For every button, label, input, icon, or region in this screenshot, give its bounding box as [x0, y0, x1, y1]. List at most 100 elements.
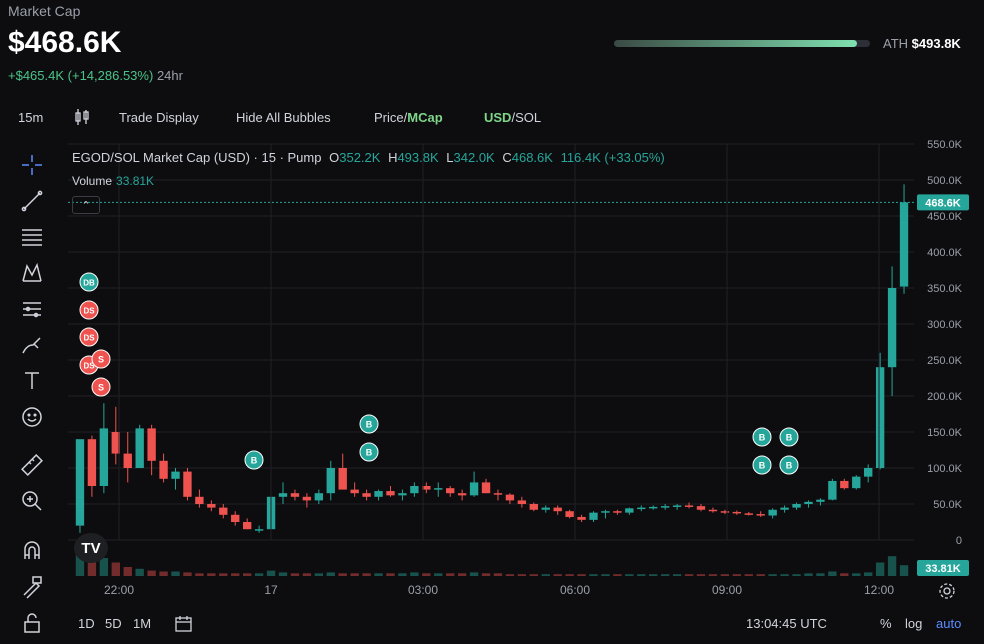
- candle-body: [290, 493, 300, 497]
- interval-button[interactable]: 15m: [18, 110, 44, 125]
- candle-body: [660, 506, 670, 508]
- candle-body: [816, 499, 825, 502]
- candle-body: [684, 505, 694, 507]
- volume-label: Volume: [72, 174, 113, 188]
- brush-icon[interactable]: [18, 331, 46, 359]
- trade-bubble-buy-label: B: [366, 420, 373, 430]
- candlestick-chart[interactable]: 0 50.0K 100.0K 150.0K 200.0K 250.0K 300.0K 350.…: [64, 140, 984, 610]
- volume-bar: [493, 573, 503, 576]
- volume-bar: [302, 573, 312, 576]
- lock-icon[interactable]: [18, 609, 46, 637]
- candle-body: [422, 486, 431, 490]
- trendline-icon[interactable]: [18, 187, 46, 215]
- last-price-label: 468.6K: [925, 197, 961, 209]
- trade-bubble-s[interactable]: [91, 377, 111, 397]
- candle-body: [207, 504, 216, 508]
- emoji-icon[interactable]: [18, 403, 46, 431]
- volume-bar: [231, 573, 240, 576]
- usd-sol-toggle[interactable]: USD/SOL: [484, 110, 541, 125]
- volume-bar: [242, 573, 252, 576]
- auto-toggle[interactable]: auto: [936, 616, 962, 631]
- x-tick-label: 22:00: [104, 583, 134, 597]
- range-1d-button[interactable]: 1D: [78, 616, 95, 631]
- trade-display-button[interactable]: Trade Display: [119, 110, 199, 125]
- date-range-icon[interactable]: [174, 614, 194, 637]
- volume-bar: [386, 573, 395, 576]
- volume-bar: [768, 574, 777, 576]
- volume-bar: [840, 573, 849, 576]
- volume-bar: [207, 573, 216, 576]
- trade-bubble-buy[interactable]: [752, 427, 772, 447]
- candle-type-icon[interactable]: [74, 108, 90, 129]
- crosshair-icon[interactable]: [18, 151, 46, 179]
- trade-bubble-buy[interactable]: [779, 455, 799, 475]
- trade-bubble-s-label: S: [98, 355, 104, 365]
- volume-bar: [457, 573, 467, 576]
- volume-bar: [541, 574, 550, 576]
- candle-body: [434, 488, 443, 490]
- fib-icon[interactable]: [18, 223, 46, 251]
- market-cap-value: $468.6K: [8, 26, 122, 59]
- market-cap-label: Market Cap: [8, 3, 81, 19]
- lock-draw-icon[interactable]: [18, 573, 46, 601]
- settings-gear-icon[interactable]: [938, 582, 956, 605]
- open-key: O: [329, 150, 340, 165]
- ruler-icon[interactable]: [18, 451, 46, 479]
- hide-bubbles-button[interactable]: Hide All Bubbles: [236, 110, 331, 125]
- percent-toggle[interactable]: %: [880, 616, 892, 631]
- trade-bubble-ds[interactable]: [79, 327, 99, 347]
- text-icon[interactable]: [18, 367, 46, 395]
- volume-bar: [434, 573, 443, 576]
- utc-clock[interactable]: 13:04:45 UTC: [746, 616, 827, 631]
- volume-bar: [553, 574, 562, 576]
- log-toggle[interactable]: log: [905, 616, 923, 631]
- candle-body: [195, 496, 204, 504]
- tradingview-logo[interactable]: TV: [74, 533, 108, 563]
- pattern-icon[interactable]: [18, 259, 46, 287]
- volume-bar: [852, 573, 861, 576]
- trade-bubble-buy[interactable]: [244, 450, 264, 470]
- volume-bar: [828, 571, 837, 576]
- last-volume-label: 33.81K: [925, 563, 961, 575]
- trade-bubble-buy[interactable]: [752, 455, 772, 475]
- magnet-icon[interactable]: [18, 537, 46, 565]
- market-cap-change: +$465.4K (+14,286.53%) 24hr: [8, 68, 183, 83]
- volume-bar: [481, 573, 491, 576]
- candle-body: [135, 428, 144, 468]
- trade-bubble-db[interactable]: [79, 272, 99, 292]
- volume-bar: [183, 572, 192, 576]
- volume-bar: [290, 573, 300, 576]
- range-1m-button[interactable]: 1M: [133, 616, 152, 631]
- measure-lines-icon[interactable]: [18, 295, 46, 323]
- candle-body: [87, 439, 97, 486]
- trade-bubble-ds[interactable]: [79, 300, 99, 320]
- trade-bubble-s[interactable]: [91, 349, 111, 369]
- candle-body: [899, 202, 909, 287]
- trade-bubble-db-label: DB: [83, 279, 95, 288]
- volume-legend: Volume 33.81K: [72, 174, 154, 188]
- close-key: C: [502, 150, 512, 165]
- y-tick-label: 350.0K: [927, 283, 963, 295]
- candle-body: [840, 480, 849, 489]
- last-volume-tag: [917, 560, 969, 576]
- range-5d-button[interactable]: 5D: [105, 616, 122, 631]
- y-tick-label: 550.0K: [927, 140, 963, 151]
- ath-label: ATH: [883, 36, 909, 51]
- candle-body: [123, 453, 132, 468]
- candle-body: [362, 493, 371, 497]
- collapse-legend-button[interactable]: ⌃: [72, 196, 100, 214]
- candle-body: [517, 500, 527, 504]
- trade-bubble-buy[interactable]: [359, 414, 379, 434]
- candle-body: [481, 482, 491, 494]
- trade-bubble-buy[interactable]: [779, 427, 799, 447]
- candle-body: [410, 486, 419, 494]
- zoom-in-icon[interactable]: [18, 487, 46, 515]
- low-value: 342.0K: [453, 150, 495, 165]
- candle-body: [804, 501, 813, 504]
- candle-body: [386, 491, 395, 496]
- price-mcap-toggle[interactable]: Price/MCap: [374, 110, 443, 125]
- candle-body: [457, 493, 467, 496]
- trade-bubble-buy[interactable]: [359, 442, 379, 462]
- trade-bubble-buy-label: B: [251, 456, 258, 466]
- candle-body: [446, 488, 455, 494]
